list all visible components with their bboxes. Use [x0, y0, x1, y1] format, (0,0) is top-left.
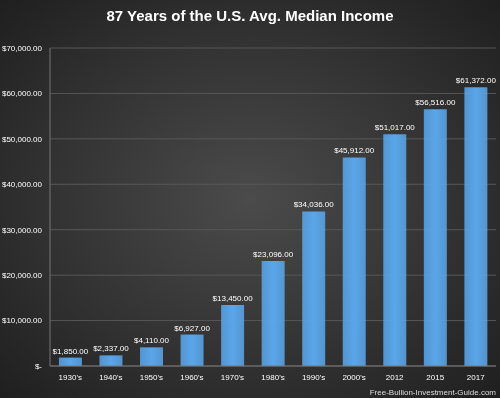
svg-text:$70,000.00: $70,000.00 — [8, 44, 43, 53]
svg-text:$6,927.00: $6,927.00 — [174, 324, 210, 333]
svg-text:$30,000.00: $30,000.00 — [8, 226, 43, 235]
svg-text:$13,450.00: $13,450.00 — [213, 294, 254, 303]
svg-text:$61,372.00: $61,372.00 — [456, 76, 492, 85]
svg-text:$56,516.00: $56,516.00 — [415, 98, 456, 107]
svg-text:$10,000.00: $10,000.00 — [8, 316, 43, 325]
html-text:87 Years of the U.S. Avg. Medi: 87 Years of the U.S. Avg. Median Income — [106, 7, 394, 24]
svg-text:$60,000.00: $60,000.00 — [8, 89, 43, 98]
svg-text:$51,017.00: $51,017.00 — [375, 123, 416, 132]
svg-text:2017: 2017 — [467, 373, 485, 382]
svg-text:1930's: 1930's — [59, 373, 82, 382]
svg-text:$34,036.00: $34,036.00 — [294, 200, 335, 209]
svg-text:$50,000.00: $50,000.00 — [8, 135, 43, 144]
svg-text:1940's: 1940's — [99, 373, 122, 382]
svg-text:2012: 2012 — [386, 373, 404, 382]
svg-text:2015: 2015 — [426, 373, 444, 382]
svg-text:$2,337.00: $2,337.00 — [93, 344, 129, 353]
svg-text:2000's: 2000's — [342, 373, 365, 382]
svg-text:1950's: 1950's — [140, 373, 163, 382]
svg-text:$4,110.00: $4,110.00 — [134, 336, 170, 345]
html-text:Free-Bullion-Investment-Guide.: Free-Bullion-Investment-Guide.com — [369, 388, 496, 397]
svg-text:$20,000.00: $20,000.00 — [8, 271, 43, 280]
svg-text:1970's: 1970's — [221, 373, 244, 382]
svg-text:1960's: 1960's — [180, 373, 203, 382]
svg-text:$45,912.00: $45,912.00 — [334, 146, 375, 155]
svg-text:1990's: 1990's — [302, 373, 325, 382]
svg-text:1980's: 1980's — [261, 373, 284, 382]
svg-text:$1,850.00: $1,850.00 — [53, 347, 89, 356]
svg-text:$23,096.00: $23,096.00 — [253, 250, 294, 259]
svg-text:$-: $- — [35, 362, 42, 371]
svg-text:$40,000.00: $40,000.00 — [8, 180, 43, 189]
